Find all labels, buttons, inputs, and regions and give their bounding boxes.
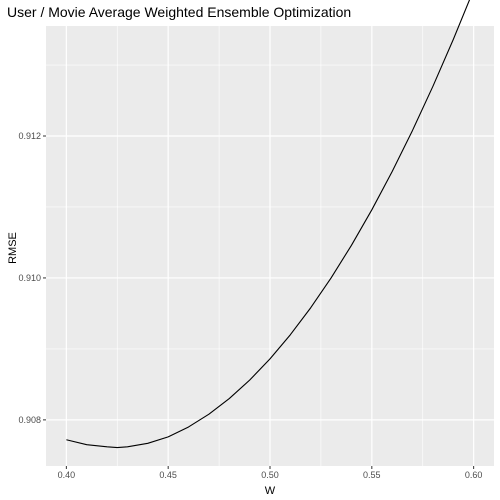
- chart-title: User / Movie Average Weighted Ensemble O…: [7, 4, 351, 20]
- x-tick-label: 0.50: [261, 470, 279, 480]
- y-axis-title: RMSE: [7, 232, 19, 264]
- x-tick-label: 0.45: [159, 470, 177, 480]
- x-axis-title: W: [265, 485, 276, 497]
- x-axis: 0.40 0.45 0.50 0.55 0.60: [58, 466, 483, 480]
- y-tick-label: 0.908: [18, 415, 41, 425]
- y-axis: 0.908 0.910 0.912: [18, 131, 46, 425]
- series-line: [66, 0, 471, 449]
- major-gridlines: [46, 26, 494, 466]
- x-tick-label: 0.55: [363, 470, 381, 480]
- y-tick-label: 0.912: [18, 131, 41, 141]
- y-tick-label: 0.910: [18, 273, 41, 283]
- series-layer: [66, 0, 471, 449]
- x-tick-label: 0.40: [58, 470, 76, 480]
- x-tick-label: 0.60: [465, 470, 483, 480]
